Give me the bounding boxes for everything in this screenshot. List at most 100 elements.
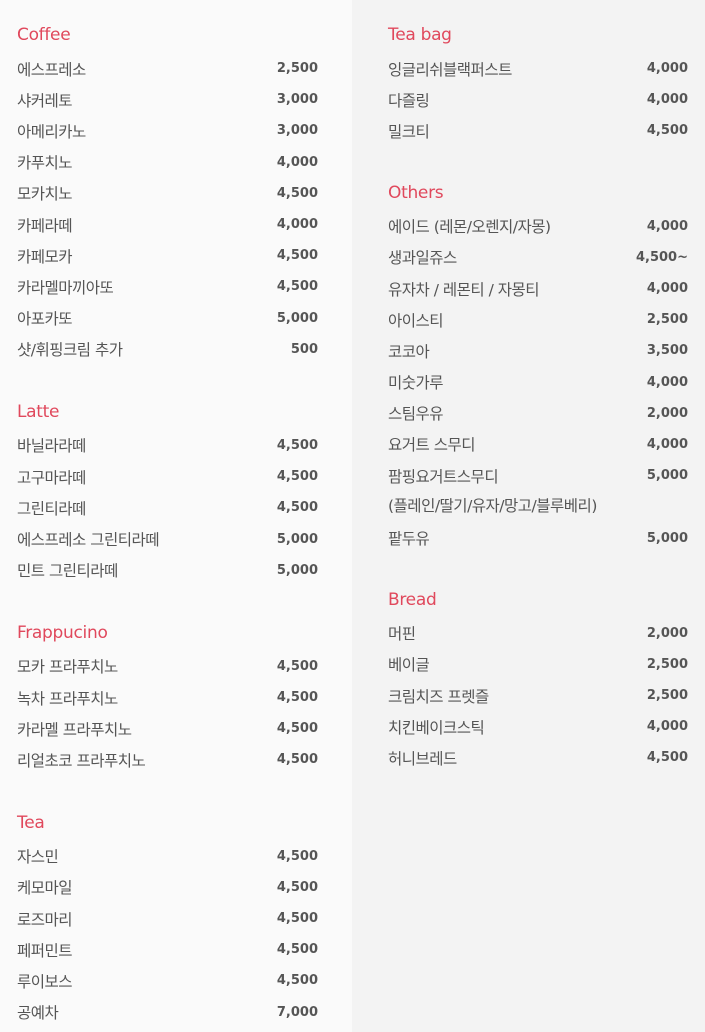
- menu-item-price: 3,500: [646, 343, 688, 359]
- menu-item: 샷/휘핑크림 추가 500: [17, 334, 318, 365]
- menu-item-name: 다즐링: [388, 91, 430, 110]
- menu-item-price: 4,000: [276, 154, 318, 170]
- menu-item-name: 리얼초코 프라푸치노: [17, 751, 146, 770]
- menu-item-price: 2,500: [646, 688, 688, 704]
- menu-item-price: 500: [290, 341, 318, 357]
- menu-item: 민트 그린티라떼 5,000: [17, 555, 318, 586]
- menu-item-name: 아이스티: [388, 311, 444, 330]
- section-tea-bag: Tea bag 잉글리쉬블랙퍼스트 4,000 다즐링 4,000 밀크티 4,500: [388, 22, 688, 147]
- menu-item-name: 잉글리쉬블랙퍼스트: [388, 60, 512, 79]
- menu-item-price: 4,500: [276, 690, 318, 706]
- menu-item-price: 3,000: [276, 92, 318, 108]
- menu-item-name: 허니브레드: [388, 749, 457, 768]
- menu-item: 에이드 (레몬/오렌지/자몽) 4,000: [388, 211, 688, 242]
- menu-item-name: 페퍼민트: [17, 941, 73, 960]
- menu-item-name: 스팀우유: [388, 405, 444, 424]
- menu-item-name: 에스프레소: [17, 60, 86, 79]
- menu-item: 공예차 7,000: [17, 997, 318, 1028]
- menu-item-name: 샷/휘핑크림 추가: [17, 341, 123, 360]
- menu-item: 머핀 2,000: [388, 618, 688, 649]
- menu-item-price: 5,000: [276, 562, 318, 578]
- menu-item-price: 4,000: [646, 719, 688, 735]
- section-title: Frappucino: [17, 622, 108, 643]
- menu-item: 요거트 스무디 4,000: [388, 429, 688, 460]
- menu-item: 허니브레드 4,500: [388, 742, 688, 773]
- menu-item: 그린티라떼 4,500: [17, 492, 318, 523]
- menu-item: 잉글리쉬블랙퍼스트 4,000: [388, 53, 688, 84]
- section-latte: Latte 바닐라라떼 4,500 고구마라떼 4,500 그린티라떼 4,500 에스프레소…: [17, 399, 318, 586]
- menu-item-name: 미숫가루: [388, 374, 444, 393]
- menu-item-price: 5,000: [276, 310, 318, 326]
- menu-item: 크림치즈 프렛즐 2,500: [388, 680, 688, 711]
- menu-item-name: 루이보스: [17, 972, 73, 991]
- section-coffee: Coffee 에스프레소 2,500 샤커레토 3,000 아메리카노 3,000 카푸치노 4…: [17, 22, 318, 365]
- menu-item-name: 유자차 / 레몬티 / 자몽티: [388, 280, 540, 299]
- section-title: Latte: [17, 401, 60, 422]
- menu-item: 리얼초코 프라푸치노 4,500: [17, 744, 318, 775]
- menu-item-price: 4,500: [276, 279, 318, 295]
- menu-item-name: 밀크티: [388, 122, 430, 141]
- menu-item-note: (플레인/딸기/유자/망고/블루베리): [388, 497, 597, 516]
- menu-item-price: 4,500: [276, 437, 318, 453]
- menu-item-price: 5,000: [646, 468, 688, 484]
- menu-item-price: 2,500: [646, 656, 688, 672]
- menu-item-name: 자스민: [17, 848, 59, 867]
- menu-item-price: 2,000: [646, 405, 688, 421]
- menu-item-name: 카라멜 프라푸치노: [17, 720, 132, 739]
- menu-item-price: 4,500: [276, 185, 318, 201]
- menu-item-name: 팥두유: [388, 530, 430, 549]
- menu-item: 녹차 프라푸치노 4,500: [17, 682, 318, 713]
- menu-item: 샤커레토 3,000: [17, 84, 318, 115]
- section-title: Coffee: [17, 25, 71, 45]
- menu-item-name: 요거트 스무디: [388, 436, 476, 455]
- menu-item-name: 샤커레토: [17, 91, 73, 110]
- menu-item-price: 2,500: [646, 312, 688, 328]
- menu-item-price: 4,000: [646, 436, 688, 452]
- menu-item: 베이글 2,500: [388, 649, 688, 680]
- menu-item: 케모마일 4,500: [17, 872, 318, 903]
- menu-item-name: 치킨베이크스틱: [388, 718, 485, 737]
- menu-item-name: 모카치노: [17, 185, 73, 204]
- menu-item-name: 크림치즈 프렛즐: [388, 687, 489, 706]
- menu-item-price: 4,000: [646, 218, 688, 234]
- menu-item-price: 4,500: [276, 721, 318, 737]
- menu-item: 에스프레소 2,500: [17, 53, 318, 84]
- menu-item: 스팀우유 2,000: [388, 398, 688, 429]
- menu-item-price: 4,500: [276, 752, 318, 768]
- menu-item-price: 4,500: [276, 248, 318, 264]
- menu-item-price: 4,500: [276, 848, 318, 864]
- menu-item-price: 2,000: [646, 625, 688, 641]
- menu-item-name: 케모마일: [17, 879, 73, 898]
- menu-item-name: 카라멜마끼아또: [17, 278, 114, 297]
- menu-item-price: 4,000: [646, 92, 688, 108]
- menu-item: 카페모카 4,500: [17, 240, 318, 271]
- menu-item: 생과일쥬스 4,500~: [388, 242, 688, 273]
- menu-item-price: 3,000: [276, 123, 318, 139]
- menu-item: 모카치노 4,500: [17, 178, 318, 209]
- menu-item-name: 코코아: [388, 342, 430, 361]
- section-title: Tea bag: [388, 25, 452, 45]
- menu-item: 페퍼민트 4,500: [17, 934, 318, 965]
- section-title: Tea: [17, 812, 45, 833]
- menu-item-price: 4,000: [646, 61, 688, 77]
- menu-item-name: 아포카또: [17, 310, 73, 329]
- section-title: Others: [388, 182, 444, 203]
- menu-item-name: 그린티라떼: [17, 499, 86, 518]
- menu-item-price: 4,500: [276, 973, 318, 989]
- menu-item: 에스프레소 그린티라떼 5,000: [17, 523, 318, 554]
- menu-item: 카라멜마끼아또 4,500: [17, 271, 318, 302]
- menu-item-name: 공예차: [17, 1004, 59, 1023]
- menu-item-name: 팜핑요거트스무디: [388, 467, 499, 486]
- menu-item-price: 5,000: [276, 531, 318, 547]
- menu-item: 팥두유 5,000: [388, 522, 688, 553]
- menu-item: 코코아 3,500: [388, 335, 688, 366]
- menu-item: 아포카또 5,000: [17, 303, 318, 334]
- menu-item-price: 4,500: [276, 500, 318, 516]
- menu-item: 유자차 / 레몬티 / 자몽티 4,000: [388, 273, 688, 304]
- menu-item: 치킨베이크스틱 4,000: [388, 711, 688, 742]
- menu-item-name: 에이드 (레몬/오렌지/자몽): [388, 218, 551, 237]
- menu-item-price: 4,500~: [635, 249, 688, 265]
- menu-item-name: 생과일쥬스: [388, 249, 457, 268]
- menu-item-price: 4,500: [276, 911, 318, 927]
